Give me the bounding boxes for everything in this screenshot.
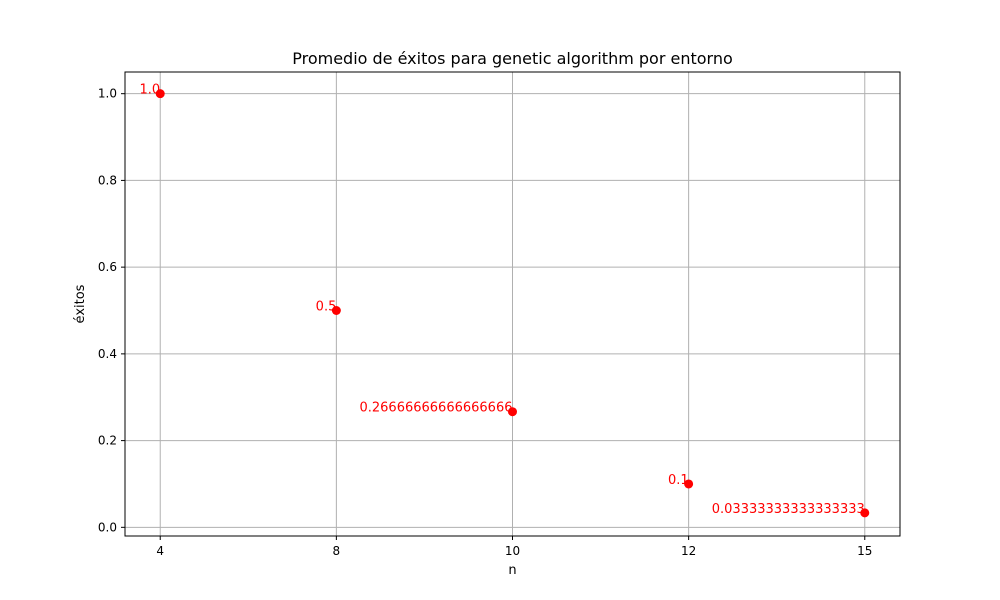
data-point [860,508,870,518]
data-point-label: 0.26666666666666666 [359,401,512,416]
x-tick-label: 4 [156,544,164,558]
data-point [155,89,165,99]
y-tick-label: 0.0 [98,520,117,534]
y-tick-label: 0.2 [98,434,117,448]
x-tick-label: 10 [505,544,520,558]
data-point [684,479,694,489]
data-point-label: 1.0 [140,83,161,98]
axis-ticks: 4 8 10 12 15 0.0 0.2 0.4 0.6 0.8 1.0 [98,87,873,558]
y-axis-label: éxitos [73,284,88,323]
data-point [508,407,517,417]
data-point-label: 0.5 [316,300,337,315]
x-tick-label: 15 [857,544,872,558]
y-tick-label: 0.8 [98,173,117,187]
chart-title: Promedio de éxitos para genetic algorith… [292,49,733,68]
y-tick-label: 0.4 [98,347,117,361]
data-point-label: 0.03333333333333333 [712,502,865,517]
data-points: 1.0 0.5 0.26666666666666666 0.1 0.0333333333… [140,83,870,518]
data-point-label: 0.1 [668,473,689,488]
y-tick-label: 1.0 [98,87,117,101]
x-tick-label: 12 [681,544,696,558]
data-point [331,306,341,316]
x-axis-label: n [508,563,516,578]
x-tick-label: 8 [333,544,341,558]
y-tick-label: 0.6 [98,260,117,274]
grid-lines [125,72,900,536]
